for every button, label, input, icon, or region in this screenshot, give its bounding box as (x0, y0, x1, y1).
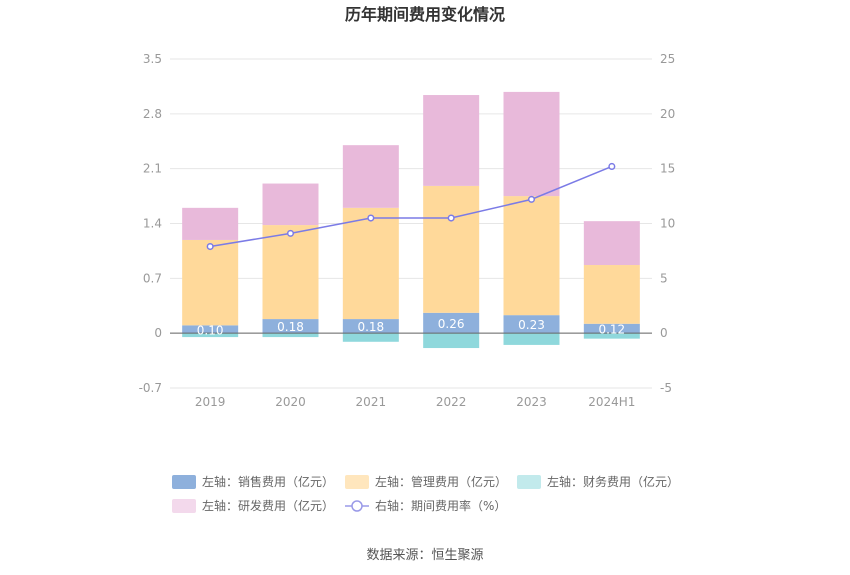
bar-segment (583, 333, 640, 339)
rate-point (527, 195, 536, 203)
bar-segment (423, 333, 480, 349)
left-tick-label: 1.4 (143, 217, 162, 231)
bar-data-label: 0.12 (598, 322, 625, 336)
bar-segment (182, 325, 239, 334)
x-tick-label: 2019 (195, 395, 226, 409)
bar-data-label: 0.18 (277, 320, 304, 334)
rate-point (608, 162, 616, 171)
grid (170, 58, 652, 389)
legend-item[interactable]: 左轴：研发费用（亿元） (172, 498, 334, 513)
bar-segment (262, 225, 319, 320)
bars (182, 91, 640, 349)
bar-segment (342, 333, 399, 342)
bar-data-label: 0.26 (438, 317, 465, 331)
left-tick-label: 0 (154, 326, 162, 340)
bar-segment (503, 91, 560, 197)
legend-swatch (517, 475, 541, 489)
bar-data-label: 0.10 (197, 323, 224, 337)
legend: 左轴：销售费用（亿元） 左轴：管理费用（亿元） 左轴：财务费用（亿元） 左轴：研发费用… (172, 474, 679, 513)
data-labels: 0.10 0.18 0.18 0.26 0.23 0.12 (197, 317, 625, 337)
bar-segment (423, 95, 480, 186)
x-tick-label: 2020 (275, 395, 306, 409)
right-tick-label: -5 (660, 381, 672, 395)
legend-swatch (172, 475, 196, 489)
rate-point (447, 214, 455, 222)
bar-segment (182, 239, 239, 326)
x-axis: 2019 2020 2021 2022 2023 2024H1 (195, 395, 636, 409)
bar-segment (262, 319, 319, 334)
right-axis: 25 20 15 10 5 0 -5 (660, 52, 675, 395)
right-tick-label: 20 (660, 107, 675, 121)
legend-label: 左轴：研发费用（亿元） (202, 498, 334, 513)
legend-label: 左轴：销售费用（亿元） (202, 474, 334, 489)
legend-swatch (172, 499, 196, 513)
rate-point (286, 229, 295, 237)
bar-segment (342, 145, 399, 208)
x-tick-label: 2023 (516, 395, 547, 409)
legend-label: 左轴：财务费用（亿元） (547, 474, 679, 489)
right-tick-label: 5 (660, 271, 668, 285)
bar-segment (182, 333, 239, 338)
bar-segment (423, 312, 480, 334)
bar-segment (503, 333, 560, 345)
rate-line (206, 162, 616, 251)
bar-segment (583, 323, 640, 334)
legend-marker (351, 500, 363, 512)
bar-segment (262, 183, 319, 226)
bar-segment (262, 333, 319, 338)
bar-segment (583, 221, 640, 266)
right-tick-label: 0 (660, 326, 668, 340)
left-tick-label: 2.1 (143, 162, 162, 176)
bar-data-label: 0.23 (518, 318, 545, 332)
bar-segment (423, 185, 480, 313)
legend-item[interactable]: 右轴：期间费用率（%） (345, 498, 506, 513)
bar-segment (503, 196, 560, 316)
legend-item[interactable]: 左轴：财务费用（亿元） (517, 474, 679, 489)
legend-item[interactable]: 左轴：销售费用（亿元） (172, 474, 334, 489)
x-tick-label: 2022 (436, 395, 467, 409)
left-axis: 3.5 2.8 2.1 1.4 0.7 0 -0.7 (139, 52, 162, 395)
rate-point (367, 214, 375, 222)
right-tick-label: 15 (660, 162, 675, 176)
legend-item[interactable]: 左轴：管理费用（亿元） (345, 474, 507, 489)
right-tick-label: 25 (660, 52, 675, 66)
rate-point (206, 242, 214, 251)
right-tick-label: 10 (660, 217, 675, 231)
x-tick-label: 2024H1 (588, 395, 635, 409)
bar-segment (342, 207, 399, 320)
source-note: 数据来源：恒生聚源 (366, 548, 483, 563)
bar-segment (583, 265, 640, 324)
left-tick-label: 0.7 (143, 271, 162, 285)
left-tick-label: 2.8 (143, 107, 162, 121)
legend-label: 右轴：期间费用率（%） (375, 498, 506, 513)
bar-segment (182, 207, 239, 240)
left-tick-label: 3.5 (143, 52, 162, 66)
rate-line-path (210, 165, 613, 248)
bar-segment (342, 319, 399, 334)
chart-title: 历年期间费用变化情况 (345, 5, 505, 24)
x-tick-label: 2021 (356, 395, 387, 409)
bar-segment (503, 315, 560, 334)
legend-label: 左轴：管理费用（亿元） (375, 474, 507, 489)
bar-data-label: 0.18 (357, 320, 384, 334)
left-tick-label: -0.7 (139, 381, 162, 395)
legend-swatch (345, 475, 369, 489)
